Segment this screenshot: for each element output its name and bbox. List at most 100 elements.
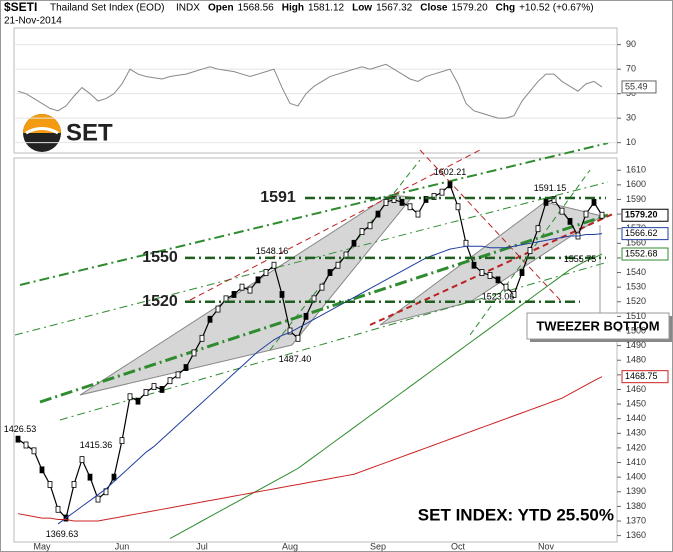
candle <box>71 481 77 488</box>
candle <box>23 441 29 449</box>
candle <box>511 291 517 298</box>
logo-wave <box>25 127 59 135</box>
level-label: 1591 <box>260 189 296 206</box>
candle <box>39 466 45 474</box>
candle <box>271 261 277 269</box>
candle <box>519 269 525 276</box>
price-annotation: 1426.53 <box>4 424 37 434</box>
candle <box>367 222 373 230</box>
price-annotation: 1523.06 <box>482 292 515 302</box>
trend <box>369 212 616 326</box>
candle <box>87 473 93 481</box>
trend <box>419 149 561 301</box>
y-tick-label: 1530 <box>626 282 646 292</box>
y-tick-label: 1520 <box>626 296 646 306</box>
candle <box>319 283 325 291</box>
candle <box>183 364 189 371</box>
trend <box>189 149 481 301</box>
x-tick-label: Aug <box>282 541 298 551</box>
candle <box>199 334 205 342</box>
candle <box>327 269 333 276</box>
quote-value: 1581.12 <box>308 3 345 14</box>
candle <box>583 210 589 218</box>
candle <box>111 473 117 481</box>
y-tick-label: 1490 <box>626 340 646 350</box>
value-badge <box>621 370 669 384</box>
price-annotation: 1369.63 <box>46 529 79 539</box>
candle <box>215 305 221 313</box>
y-tick-label: 1360 <box>626 530 646 540</box>
candle <box>599 211 605 219</box>
candle <box>95 495 101 503</box>
x-tick-label: Jul <box>196 541 208 551</box>
candle <box>79 456 85 464</box>
logo-top <box>23 114 61 133</box>
quote-value: +10.52 (+0.67%) <box>519 3 594 14</box>
price-annotation: 1548.16 <box>256 246 289 256</box>
y-tick-label: 1460 <box>626 384 646 394</box>
candle <box>431 193 437 200</box>
candle <box>239 283 245 291</box>
y-tick-label: 1400 <box>626 472 646 482</box>
candle <box>279 291 285 298</box>
candle <box>551 196 557 203</box>
candle <box>255 276 261 284</box>
value-badge-text: 1552.68 <box>625 248 658 258</box>
quote-value: 1567.32 <box>376 3 413 14</box>
y-tick-label: 1540 <box>626 267 646 277</box>
candle <box>135 397 141 405</box>
logo: SET <box>23 114 113 152</box>
y-tick-label: 1600 <box>626 179 646 189</box>
candle <box>391 196 397 203</box>
candle <box>455 203 461 211</box>
value-badge-text: 1566.62 <box>625 228 658 238</box>
candle <box>263 269 269 276</box>
candle <box>447 181 453 189</box>
quote-value: 1568.56 <box>238 3 275 14</box>
value-badge <box>621 247 669 261</box>
candle <box>55 505 61 513</box>
price-annotation: 1487.40 <box>279 354 312 364</box>
candle <box>47 481 53 488</box>
level-label: 1520 <box>142 293 178 310</box>
candle <box>591 198 597 206</box>
quote-label: High <box>282 3 304 14</box>
rsi-line <box>17 63 603 119</box>
candle <box>335 261 341 269</box>
candle <box>295 334 301 342</box>
quote-value: 1579.20 <box>451 3 488 14</box>
y-tick-label: 1610 <box>626 165 646 175</box>
channel <box>39 213 609 404</box>
y-tick-label: 1500 <box>626 325 646 335</box>
candle <box>423 196 429 203</box>
candle <box>383 198 389 206</box>
candle <box>159 386 165 393</box>
candle <box>31 447 37 455</box>
x-tick-label: May <box>33 541 51 551</box>
candle <box>359 228 365 236</box>
candle <box>439 188 445 196</box>
rsi-badge <box>621 80 657 94</box>
candle <box>567 217 573 225</box>
moving-average <box>17 376 603 522</box>
candle <box>503 283 509 291</box>
y-tick-label: 90 <box>626 39 636 49</box>
candle <box>167 377 173 385</box>
candle <box>495 276 501 284</box>
value-badge <box>621 227 669 241</box>
candle <box>527 247 533 255</box>
rsi-badge-text: 55.49 <box>625 81 648 91</box>
x-tick-label: Oct <box>451 541 466 551</box>
y-tick-label: 10 <box>626 137 636 147</box>
quote: Open 1568.56 High 1581.12 Low 1567.32 Close 157… <box>208 3 594 14</box>
candle <box>143 388 149 396</box>
candle <box>543 198 549 206</box>
price-annotation: 1415.36 <box>80 440 113 450</box>
quote-label: Close <box>420 3 448 14</box>
candle <box>15 435 21 443</box>
candle <box>375 210 381 218</box>
index-name: Thailand Set Index (EOD) <box>50 3 165 14</box>
candle <box>175 371 181 379</box>
y-tick-label: 1390 <box>626 486 646 496</box>
